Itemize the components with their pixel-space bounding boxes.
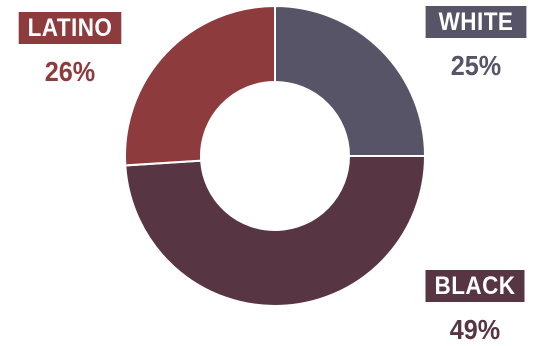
slice-black — [124, 155, 427, 307]
white-percent: 25% — [450, 50, 502, 81]
slice-white — [274, 4, 427, 157]
latino-label: LATINO — [18, 12, 122, 44]
donut-slices — [124, 4, 427, 307]
slice-latino — [124, 4, 276, 167]
latino-percent: 26% — [44, 56, 96, 87]
black-percent: 49% — [449, 314, 501, 345]
white-label: WHITE — [425, 6, 527, 38]
black-label: BLACK — [425, 270, 525, 302]
